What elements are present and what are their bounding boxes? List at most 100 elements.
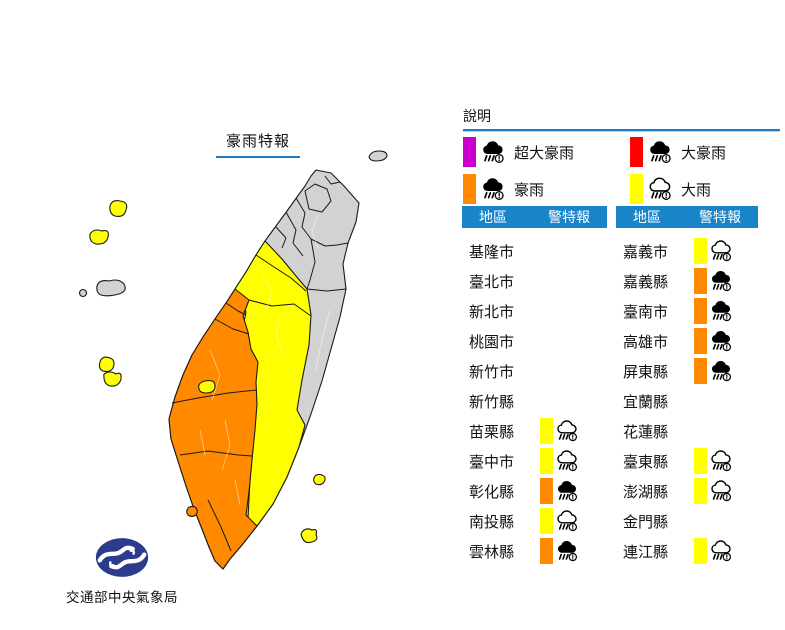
legend-color-bar (630, 137, 643, 167)
island-matsu-north (109, 200, 128, 217)
black-rain-cloud-icon (712, 271, 731, 292)
table-row: 苗栗縣 (462, 416, 607, 446)
region-name: 嘉義縣 (623, 273, 669, 291)
warning-color-bar (694, 478, 707, 504)
warning-color-bar (694, 538, 707, 564)
warning-color-bar (540, 478, 553, 504)
region-name: 連江縣 (623, 543, 669, 561)
warning-indicator (694, 448, 735, 474)
island-penghu-north (98, 356, 115, 373)
table-row: 雲林縣 (462, 536, 607, 566)
black-rain-cloud-icon (483, 178, 504, 200)
table-row: 新北市 (462, 296, 607, 326)
warning-indicator (540, 508, 581, 534)
table-header: 地區 警特報 (616, 206, 758, 228)
white-rain-cloud-icon (711, 540, 731, 562)
region-chiayi-city-enclave (198, 380, 216, 394)
white-rain-cloud-icon (711, 480, 731, 502)
island-kinmen-small (78, 288, 88, 298)
island-liuqiu (186, 505, 198, 518)
region-name: 基隆市 (469, 243, 515, 261)
region-name: 彰化縣 (469, 483, 515, 501)
island-kinmen (96, 279, 126, 297)
legend-item-heavy: 大雨 (630, 173, 711, 205)
white-rain-cloud-icon (711, 240, 731, 262)
table-row: 桃園市 (462, 326, 607, 356)
region-name: 宜蘭縣 (623, 393, 669, 411)
legend-item-extremely-heavy: 豪雨 (463, 173, 544, 205)
table-row: 連江縣 (616, 536, 758, 566)
table-body: 基隆市 臺北市 新北市 桃園市 新竹市 新竹縣 苗栗縣 臺中市 彰化縣 南投縣 (462, 236, 607, 566)
region-name: 澎湖縣 (623, 483, 669, 501)
white-rain-cloud-icon (649, 177, 671, 200)
table-row: 南投縣 (462, 506, 607, 536)
warning-indicator (694, 328, 735, 354)
cwb-logo (95, 538, 149, 577)
header-warning: 警特報 (548, 209, 590, 225)
black-rain-cloud-icon (558, 481, 577, 502)
island-penghu-south (103, 371, 122, 387)
legend-heading: 說明 (463, 108, 491, 124)
black-rain-cloud-icon (712, 361, 731, 382)
table-row: 澎湖縣 (616, 476, 758, 506)
legend-color-bar (463, 137, 476, 167)
legend-color-bar (463, 174, 476, 204)
legend-item-torrential: 大豪雨 (630, 136, 726, 168)
legend-label: 大豪雨 (681, 144, 727, 162)
legend-icon-box (480, 175, 508, 203)
legend-item-extremely-torrential: 超大豪雨 (463, 136, 574, 168)
warning-indicator (540, 538, 581, 564)
legend-label: 大雨 (681, 181, 712, 199)
table-row: 花蓮縣 (616, 416, 758, 446)
warning-indicator (540, 418, 581, 444)
table-header: 地區 警特報 (462, 206, 607, 228)
white-rain-cloud-icon (711, 450, 731, 472)
table-row: 新竹市 (462, 356, 607, 386)
region-name: 新竹縣 (469, 393, 515, 411)
legend-label: 豪雨 (514, 181, 545, 199)
table-row: 宜蘭縣 (616, 386, 758, 416)
black-rain-cloud-icon (712, 331, 731, 352)
warning-color-bar (540, 418, 553, 444)
warning-color-bar (540, 538, 553, 564)
table-row: 金門縣 (616, 506, 758, 536)
region-name: 臺南市 (623, 303, 669, 321)
white-rain-cloud-icon (557, 510, 577, 532)
warning-color-bar (694, 328, 707, 354)
warning-indicator (540, 478, 581, 504)
warning-indicator (540, 448, 581, 474)
region-name: 南投縣 (469, 513, 515, 531)
region-name: 金門縣 (623, 513, 669, 531)
island-guishan (368, 150, 388, 162)
table-row: 高雄市 (616, 326, 758, 356)
warning-indicator (694, 238, 735, 264)
table-row: 嘉義市 (616, 236, 758, 266)
county-border-lines (171, 175, 349, 552)
table-row: 新竹縣 (462, 386, 607, 416)
warning-indicator (694, 358, 735, 384)
header-warning: 警特報 (699, 209, 741, 225)
white-rain-cloud-icon (557, 420, 577, 442)
region-name: 屏東縣 (623, 363, 669, 381)
white-rain-cloud-icon (557, 450, 577, 472)
table-row: 臺南市 (616, 296, 758, 326)
warning-indicator (694, 478, 735, 504)
warning-indicator (694, 538, 735, 564)
table-row: 基隆市 (462, 236, 607, 266)
black-rain-cloud-icon (712, 301, 731, 322)
legend-divider-line (463, 129, 780, 131)
warning-indicator (694, 268, 735, 294)
region-name: 新北市 (469, 303, 515, 321)
taiwan-warning-map (78, 150, 388, 570)
warning-color-bar (540, 448, 553, 474)
warning-color-bar (540, 508, 553, 534)
warning-color-bar (694, 448, 707, 474)
region-name: 新竹市 (469, 363, 515, 381)
region-name: 臺北市 (469, 273, 515, 291)
region-name: 嘉義市 (623, 243, 669, 261)
region-name: 臺東縣 (623, 453, 669, 471)
island-orchid-island (300, 528, 318, 544)
black-rain-cloud-icon (483, 141, 504, 163)
table-row: 彰化縣 (462, 476, 607, 506)
